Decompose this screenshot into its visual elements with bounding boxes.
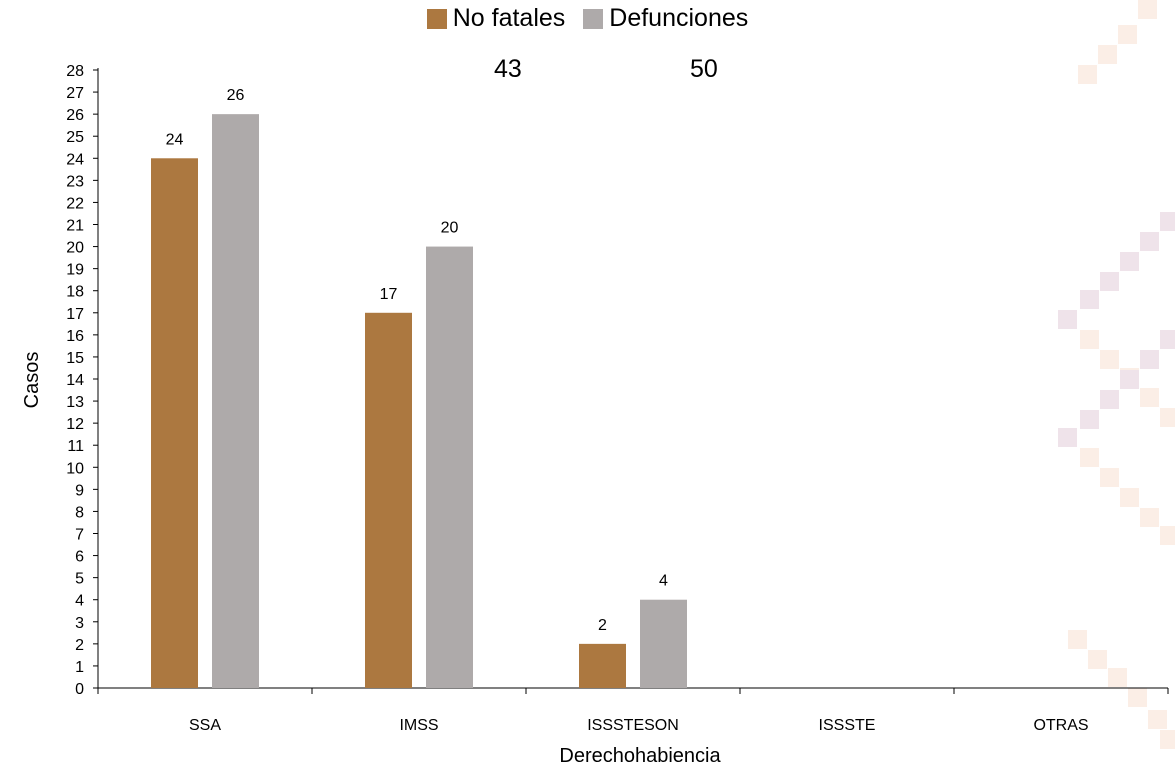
y-tick-label: 17 xyxy=(66,306,84,323)
decorative-pattern-square xyxy=(1100,468,1119,487)
y-tick-label: 4 xyxy=(75,593,84,610)
decorative-pattern-square xyxy=(1058,428,1077,447)
decorative-pattern-square xyxy=(1108,668,1127,687)
y-tick-label: 23 xyxy=(66,173,84,190)
total-no-fatales: 43 xyxy=(494,55,522,83)
decorative-pattern-square xyxy=(1078,65,1097,84)
decorative-pattern-square xyxy=(1140,232,1159,251)
x-axis-title: Derechohabiencia xyxy=(559,745,721,767)
y-tick-label: 9 xyxy=(75,482,84,499)
y-tick-label: 14 xyxy=(66,372,84,389)
decorative-pattern-square xyxy=(1088,650,1107,669)
y-tick-label: 15 xyxy=(66,350,84,367)
y-tick-label: 12 xyxy=(66,416,84,433)
data-label: 2 xyxy=(598,617,607,634)
legend-swatch-defunciones xyxy=(583,8,604,29)
x-tick-label: SSA xyxy=(189,717,221,734)
bar xyxy=(365,312,412,688)
decorative-pattern-square xyxy=(1160,330,1175,349)
y-tick-label: 6 xyxy=(75,549,84,566)
x-tick-label: IMSS xyxy=(399,717,438,734)
y-tick-label: 26 xyxy=(66,107,84,124)
legend-label-no-fatales: No fatales xyxy=(452,4,566,32)
y-tick-label: 5 xyxy=(75,571,84,588)
y-tick-label: 25 xyxy=(66,129,84,146)
decorative-pattern-square xyxy=(1100,350,1119,369)
decorative-pattern-square xyxy=(1080,410,1099,429)
decorative-pattern-square xyxy=(1128,688,1147,707)
decorative-pattern-square xyxy=(1120,370,1139,389)
data-label: 26 xyxy=(227,87,245,104)
y-tick-label: 27 xyxy=(66,85,84,102)
y-tick-label: 8 xyxy=(75,504,84,521)
bar xyxy=(640,599,687,688)
y-tick-label: 11 xyxy=(67,438,84,455)
legend-label-defunciones: Defunciones xyxy=(609,4,749,32)
y-tick-label: 19 xyxy=(66,262,84,279)
legend-item-defunciones: Defunciones xyxy=(583,4,748,33)
decorative-pattern-square xyxy=(1160,526,1175,545)
decorative-pattern-square xyxy=(1140,350,1159,369)
decorative-pattern-square xyxy=(1068,630,1087,649)
y-axis-title: Casos xyxy=(21,352,43,409)
decorative-pattern-square xyxy=(1098,45,1117,64)
y-tick-label: 7 xyxy=(75,527,84,544)
y-tick-label: 20 xyxy=(66,240,84,257)
bar xyxy=(426,246,473,689)
data-label: 17 xyxy=(380,286,398,303)
decorative-pattern-square xyxy=(1148,710,1167,729)
y-tick-label: 2 xyxy=(75,637,84,654)
y-tick-label: 22 xyxy=(66,195,84,212)
decorative-pattern-square xyxy=(1140,508,1159,527)
y-tick-label: 28 xyxy=(66,63,84,80)
decorative-pattern-square xyxy=(1160,408,1175,427)
x-tick-label: ISSSTESON xyxy=(587,717,679,734)
decorative-pattern-square xyxy=(1058,310,1077,329)
x-tick-label: ISSSTE xyxy=(819,717,876,734)
y-tick-label: 13 xyxy=(66,394,84,411)
bar xyxy=(579,643,626,688)
decorative-pattern-square xyxy=(1100,272,1119,291)
y-tick-label: 18 xyxy=(66,284,84,301)
decorative-pattern-square xyxy=(1080,330,1099,349)
y-tick-label: 16 xyxy=(66,328,84,345)
x-tick-label: OTRAS xyxy=(1033,717,1088,734)
decorative-pattern-square xyxy=(1120,252,1139,271)
decorative-pattern-square xyxy=(1138,0,1157,19)
y-tick-label: 21 xyxy=(66,218,84,235)
total-defunciones: 50 xyxy=(690,55,718,83)
y-tick-label: 3 xyxy=(75,615,84,632)
decorative-pattern-square xyxy=(1118,25,1137,44)
decorative-pattern-square xyxy=(1120,488,1139,507)
y-tick-label: 10 xyxy=(66,460,84,477)
chart-legend: No fatales Defunciones xyxy=(0,4,1175,33)
y-tick-label: 0 xyxy=(75,681,84,698)
data-label: 4 xyxy=(659,573,668,590)
legend-swatch-no-fatales xyxy=(426,8,447,29)
legend-item-no-fatales: No fatales xyxy=(426,4,566,33)
y-tick-label: 24 xyxy=(66,151,84,168)
data-label: 24 xyxy=(166,131,184,148)
decorative-pattern-square xyxy=(1160,212,1175,231)
bar xyxy=(212,114,259,688)
decorative-pattern-square xyxy=(1080,448,1099,467)
decorative-pattern-square xyxy=(1160,730,1175,749)
decorative-pattern-square xyxy=(1140,388,1159,407)
bar xyxy=(151,158,198,689)
decorative-pattern-square xyxy=(1080,290,1099,309)
y-tick-label: 1 xyxy=(75,659,84,676)
decorative-pattern-square xyxy=(1100,390,1119,409)
data-label: 20 xyxy=(441,220,459,237)
